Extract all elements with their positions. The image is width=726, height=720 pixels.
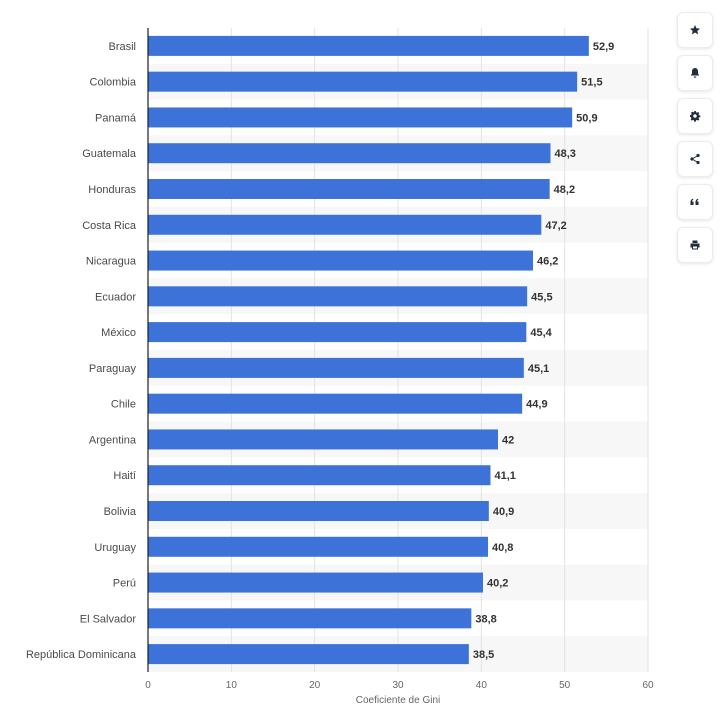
x-tick-label: 50 <box>559 680 571 691</box>
category-label: Uruguay <box>94 542 136 554</box>
bar-0 <box>148 35 589 56</box>
value-label: 42 <box>502 434 514 446</box>
x-tick-label: 40 <box>476 680 488 691</box>
bell-icon <box>691 68 699 78</box>
x-tick-label: 10 <box>226 680 238 691</box>
category-label: Haití <box>113 470 136 482</box>
cite-button[interactable] <box>677 184 713 220</box>
bar-13 <box>148 501 489 521</box>
category-label: Argentina <box>89 434 137 446</box>
value-label: 38,8 <box>475 613 496 625</box>
bar-14 <box>148 536 488 557</box>
x-axis-title: Coeficiente de Gini <box>356 695 441 706</box>
value-label: 40,9 <box>493 506 514 518</box>
category-label: Costa Rica <box>82 220 137 232</box>
category-label: Brasil <box>108 41 136 53</box>
category-label: Guatemala <box>82 148 137 160</box>
print-icon <box>690 240 700 250</box>
category-label: Ecuador <box>95 291 136 303</box>
value-label: 45,5 <box>531 291 552 303</box>
value-label: 45,1 <box>528 363 549 375</box>
value-label: 47,2 <box>545 220 566 232</box>
bar-11 <box>148 429 498 450</box>
value-label: 40,8 <box>492 542 513 554</box>
category-label: El Salvador <box>80 613 137 625</box>
gear-icon <box>690 111 701 122</box>
bar-3 <box>148 143 551 164</box>
value-label: 48,2 <box>554 184 575 196</box>
settings-button[interactable] <box>677 98 713 134</box>
category-label: Perú <box>113 578 136 590</box>
quote-icon <box>690 198 699 205</box>
bar-16 <box>148 608 472 629</box>
value-label: 51,5 <box>581 77 602 89</box>
value-label: 52,9 <box>593 41 614 53</box>
value-label: 46,2 <box>537 256 558 268</box>
bar-8 <box>148 322 527 343</box>
category-label: Colombia <box>90 77 137 89</box>
category-label: México <box>101 327 136 339</box>
value-label: 38,5 <box>473 649 494 661</box>
category-label: República Dominicana <box>26 649 137 661</box>
bar-10 <box>148 393 523 414</box>
x-tick-label: 60 <box>642 680 654 691</box>
value-label: 41,1 <box>495 470 516 482</box>
notification-button[interactable] <box>677 55 713 91</box>
category-label: Panamá <box>95 112 137 124</box>
category-label: Nicaragua <box>86 256 137 268</box>
category-label: Paraguay <box>89 363 137 375</box>
value-label: 40,2 <box>487 578 508 590</box>
category-label: Chile <box>111 399 136 411</box>
bar-12 <box>148 465 491 486</box>
bar-4 <box>148 179 550 199</box>
value-label: 45,4 <box>530 327 552 339</box>
chart-toolbar <box>677 12 713 263</box>
category-label: Bolivia <box>104 506 137 518</box>
bar-5 <box>148 214 542 235</box>
share-button[interactable] <box>677 141 713 177</box>
x-tick-label: 20 <box>309 680 321 691</box>
share-icon <box>690 153 700 165</box>
star-icon <box>690 25 700 35</box>
bar-1 <box>148 71 578 92</box>
category-label: Honduras <box>88 184 136 196</box>
bar-7 <box>148 286 528 307</box>
bar-2 <box>148 107 573 128</box>
print-button[interactable] <box>677 227 713 263</box>
x-tick-label: 30 <box>392 680 404 691</box>
favorite-button[interactable] <box>677 12 713 48</box>
value-label: 44,9 <box>526 399 547 411</box>
value-label: 50,9 <box>576 112 597 124</box>
x-tick-label: 0 <box>145 680 151 691</box>
bar-15 <box>148 572 483 593</box>
bar-6 <box>148 250 533 271</box>
bar-9 <box>148 357 524 378</box>
bar-17 <box>148 644 469 665</box>
value-label: 48,3 <box>555 148 576 160</box>
